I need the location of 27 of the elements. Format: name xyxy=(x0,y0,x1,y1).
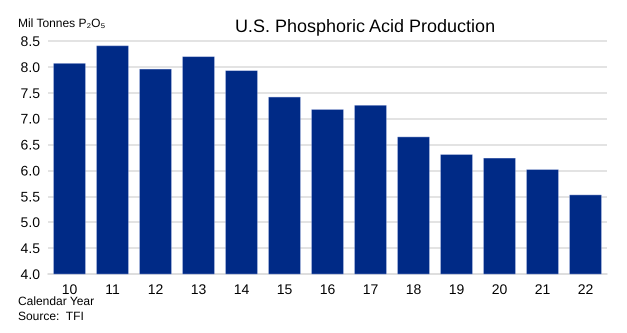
x-tick-label: 12 xyxy=(148,281,164,297)
y-tick-label: 6.5 xyxy=(20,136,40,153)
x-tick-label: 18 xyxy=(406,281,422,297)
x-axis-title: Calendar Year xyxy=(18,294,94,308)
x-tick-label: 15 xyxy=(276,281,292,297)
source-note: Source: TFI xyxy=(18,309,84,323)
x-tick-label: 11 xyxy=(105,281,120,297)
x-tick-label: 17 xyxy=(362,281,378,297)
x-tick-label: 20 xyxy=(492,281,508,297)
y-tick-label: 5.5 xyxy=(20,188,40,204)
chart-title: U.S. Phosphoric Acid Production xyxy=(234,16,496,36)
x-tick-label: 14 xyxy=(234,281,250,297)
y-axis-title: Mil Tonnes P₂O₅ xyxy=(18,16,106,30)
y-tick-label: 8.0 xyxy=(20,58,40,75)
y-tick-label: 5.0 xyxy=(20,214,40,230)
x-tick-label: 16 xyxy=(320,281,336,297)
y-tick-label: 7.0 xyxy=(20,110,40,127)
y-tick-label: 8.5 xyxy=(20,33,40,49)
y-tick-label: 6.0 xyxy=(20,162,40,178)
x-tick-label: 13 xyxy=(190,281,206,297)
x-tick-label: 22 xyxy=(578,281,594,297)
x-tick-label: 21 xyxy=(534,281,550,297)
y-tick-label: 7.5 xyxy=(20,84,40,101)
x-tick-label: 19 xyxy=(448,281,464,297)
x-tick-label: 10 xyxy=(62,281,78,297)
y-tick-label: 4.5 xyxy=(20,240,40,256)
y-tick-label: 4.0 xyxy=(20,266,40,282)
